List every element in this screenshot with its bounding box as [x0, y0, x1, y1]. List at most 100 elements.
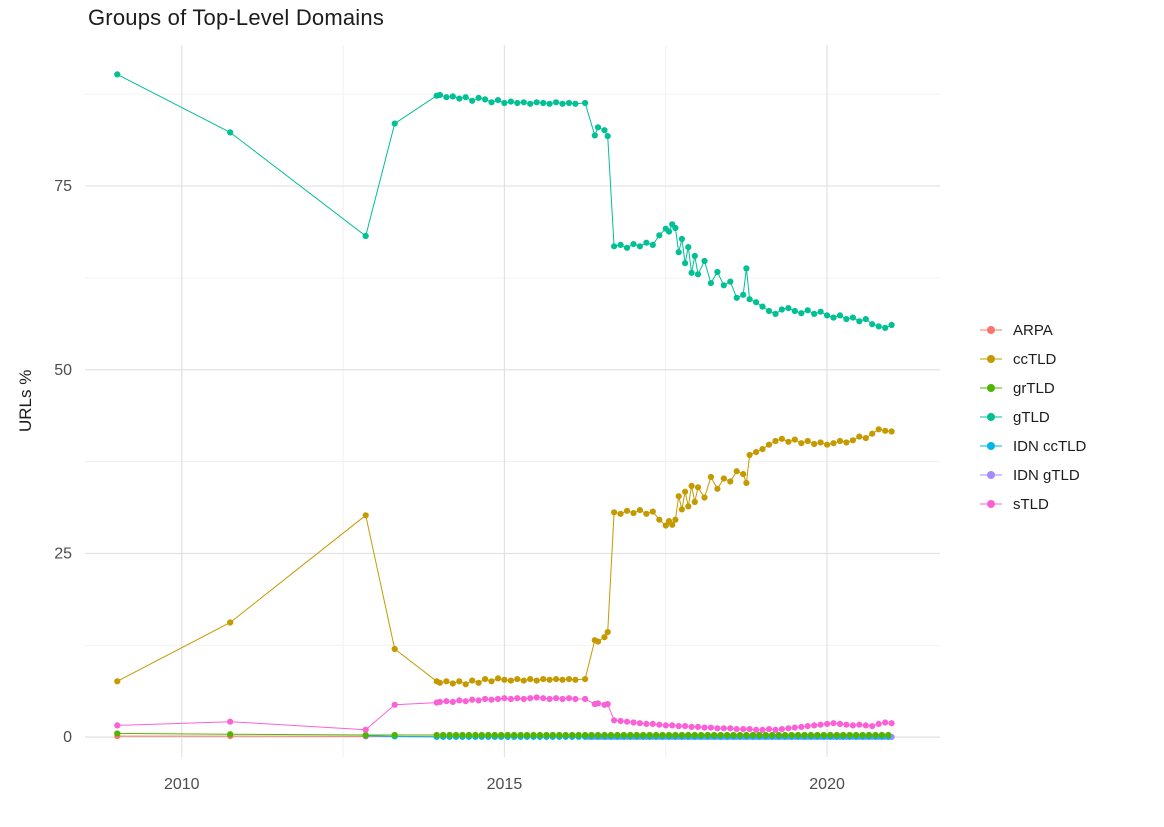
data-point [540, 676, 547, 683]
data-point [491, 731, 498, 739]
legend-key-dot [987, 500, 995, 508]
data-point [753, 299, 760, 306]
data-point [114, 678, 121, 685]
data-point [482, 96, 489, 103]
data-point [517, 731, 524, 739]
data-point [617, 510, 624, 517]
data-point [753, 449, 760, 456]
legend-item-gtld: gTLD [978, 407, 1086, 427]
legend-key-dot [987, 384, 995, 392]
data-point [646, 731, 653, 739]
data-point [572, 695, 579, 703]
data-point [888, 720, 895, 727]
legend-label: IDN ccTLD [1013, 437, 1087, 455]
data-point [488, 678, 495, 685]
data-point [498, 731, 505, 739]
data-point [572, 676, 579, 683]
data-point [836, 437, 844, 445]
data-point [472, 731, 479, 739]
data-point [591, 132, 598, 139]
legend-key-icon [980, 471, 1002, 479]
data-point [775, 731, 782, 739]
data-point [604, 133, 611, 140]
series-grtld [114, 730, 892, 739]
data-point [559, 100, 566, 107]
y-tick-label: 25 [54, 545, 72, 562]
data-point [604, 629, 611, 636]
data-point [840, 731, 847, 739]
legend-key-icon [980, 413, 1002, 421]
legend-key-dot [987, 355, 995, 363]
data-point [872, 731, 879, 739]
data-point [843, 316, 850, 323]
data-point [443, 678, 450, 685]
data-point [730, 731, 737, 739]
data-point [701, 494, 708, 501]
data-point [688, 269, 695, 276]
data-point [691, 498, 698, 506]
data-point [582, 676, 589, 683]
data-point [633, 731, 640, 739]
data-point [546, 676, 553, 683]
data-point [765, 441, 773, 448]
data-point [720, 475, 727, 482]
chart-title: Groups of Top-Level Domains [88, 5, 385, 30]
legend-item-cctld: ccTLD [978, 349, 1086, 369]
data-point [720, 282, 727, 289]
data-point [759, 303, 766, 310]
data-point [875, 720, 882, 728]
data-point [565, 99, 573, 107]
data-point [830, 440, 837, 447]
data-point [798, 440, 805, 447]
data-point [875, 323, 882, 330]
data-point [807, 731, 815, 739]
data-point [362, 232, 369, 240]
legend-label: ARPA [1013, 321, 1053, 339]
data-point [588, 731, 595, 739]
data-point [788, 731, 795, 739]
data-point [727, 725, 734, 732]
data-point [456, 678, 463, 685]
data-point [659, 731, 666, 739]
data-point [743, 479, 750, 486]
data-point [449, 93, 456, 100]
data-point [675, 493, 682, 500]
data-point [798, 310, 805, 317]
legend-key-icon [980, 326, 1002, 334]
data-point [765, 726, 773, 733]
data-point [520, 695, 527, 703]
data-point [701, 257, 708, 265]
data-point [869, 430, 876, 437]
data-point [575, 731, 582, 739]
data-point [672, 224, 679, 232]
data-point [707, 724, 715, 731]
data-point [449, 698, 456, 706]
data-point [885, 731, 892, 739]
data-point [553, 695, 560, 702]
data-point [769, 731, 776, 739]
data-point [572, 100, 579, 107]
data-point [559, 695, 566, 703]
data-point [772, 726, 779, 733]
data-point [582, 99, 589, 107]
legend-item-stld: sTLD [978, 494, 1086, 514]
data-point [436, 698, 443, 706]
series-line-stld [117, 696, 892, 731]
data-point [869, 321, 876, 328]
data-point [656, 516, 663, 523]
data-point [556, 731, 563, 739]
data-point [669, 722, 676, 729]
data-point [582, 695, 589, 703]
data-point [875, 426, 882, 433]
data-point [836, 720, 844, 728]
data-point [649, 720, 656, 728]
data-point [391, 120, 398, 127]
data-point [636, 507, 644, 514]
data-point [527, 676, 534, 683]
data-point [494, 695, 502, 703]
plot-area: 0 25 50 75 2010 2015 2020 [54, 45, 940, 793]
data-point [791, 307, 798, 315]
data-point [856, 318, 863, 325]
data-point [501, 99, 508, 107]
y-axis-label: URLs % [16, 369, 35, 432]
